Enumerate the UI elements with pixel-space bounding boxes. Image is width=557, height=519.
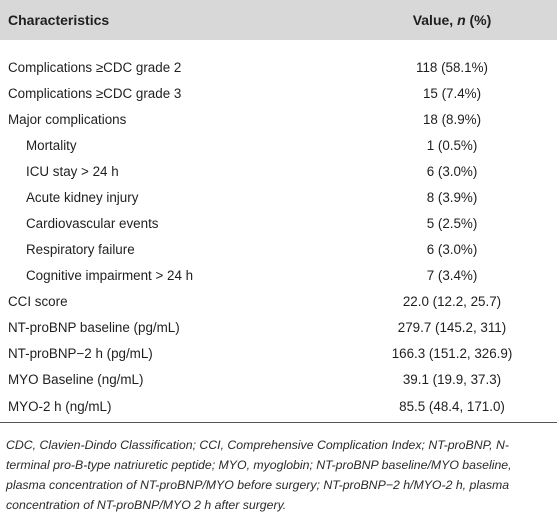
row-value: 15 (7.4%) — [422, 85, 482, 101]
table-footnote: CDC, Clavien-Dindo Classification; CCI, … — [6, 437, 512, 512]
row-label: CCI score — [8, 293, 68, 309]
table-header: Characteristics Value, n (%) — [0, 0, 557, 40]
row-label: NT-proBNP−2 h (pg/mL) — [8, 345, 153, 361]
table-row: ICU stay > 24 h 6 (3.0%) — [0, 158, 557, 184]
row-label: NT-proBNP baseline (pg/mL) — [8, 319, 180, 335]
row-value: 22.0 (12.2, 25.7) — [402, 293, 502, 309]
row-value: 166.3 (151.2, 326.9) — [391, 345, 513, 361]
row-label: Respiratory failure — [26, 241, 135, 257]
row-label: Complications ≥CDC grade 3 — [8, 85, 182, 101]
table-row: Acute kidney injury 8 (3.9%) — [0, 184, 557, 210]
row-value: 85.5 (48.4, 171.0) — [399, 399, 505, 415]
table-row: Mortality 1 (0.5%) — [0, 132, 557, 158]
table-row: Major complications 18 (8.9%) — [0, 106, 557, 132]
row-label: Acute kidney injury — [26, 189, 139, 205]
table-row: CCI score 22.0 (12.2, 25.7) — [0, 288, 557, 314]
header-characteristics: Characteristics — [8, 12, 110, 28]
table-row: Complications ≥CDC grade 2 118 (58.1%) — [0, 40, 557, 80]
table-row: Cardiovascular events 5 (2.5%) — [0, 210, 557, 236]
table-row: MYO-2 h (ng/mL) 85.5 (48.4, 171.0) — [0, 392, 557, 422]
row-value: 5 (2.5%) — [426, 215, 478, 231]
row-label: Cardiovascular events — [26, 215, 159, 231]
header-value-prefix: Value, — [412, 12, 458, 28]
row-label: MYO Baseline (ng/mL) — [8, 371, 144, 387]
row-value: 8 (3.9%) — [426, 189, 478, 205]
row-label: ICU stay > 24 h — [26, 163, 119, 179]
header-value-suffix: (%) — [465, 12, 492, 28]
row-value: 6 (3.0%) — [426, 241, 478, 257]
table-row: NT-proBNP baseline (pg/mL) 279.7 (145.2,… — [0, 314, 557, 340]
table-row: Respiratory failure 6 (3.0%) — [0, 236, 557, 262]
row-label: Complications ≥CDC grade 2 — [8, 59, 182, 75]
row-label: Major complications — [8, 111, 127, 127]
table-row: Complications ≥CDC grade 3 15 (7.4%) — [0, 80, 557, 106]
table-body: Complications ≥CDC grade 2 118 (58.1%) C… — [0, 40, 557, 422]
row-value: 6 (3.0%) — [426, 163, 478, 179]
row-value: 7 (3.4%) — [426, 267, 478, 283]
results-table: Characteristics Value, n (%) Complicatio… — [0, 0, 557, 422]
header-value-n: n — [457, 12, 466, 28]
row-label: MYO-2 h (ng/mL) — [8, 399, 112, 415]
row-value: 1 (0.5%) — [426, 137, 478, 153]
table-row: MYO Baseline (ng/mL) 39.1 (19.9, 37.3) — [0, 366, 557, 392]
table-row: Cognitive impairment > 24 h 7 (3.4%) — [0, 262, 557, 288]
row-value: 39.1 (19.9, 37.3) — [402, 371, 502, 387]
row-label: Cognitive impairment > 24 h — [26, 267, 194, 283]
header-row: Characteristics Value, n (%) — [0, 0, 557, 40]
row-value: 279.7 (145.2, 311) — [397, 319, 507, 335]
header-value: Value, n (%) — [347, 0, 557, 40]
row-value: 18 (8.9%) — [422, 111, 482, 127]
row-value: 118 (58.1%) — [416, 59, 488, 75]
row-label: Mortality — [26, 137, 77, 153]
table-row: NT-proBNP−2 h (pg/mL) 166.3 (151.2, 326.… — [0, 340, 557, 366]
